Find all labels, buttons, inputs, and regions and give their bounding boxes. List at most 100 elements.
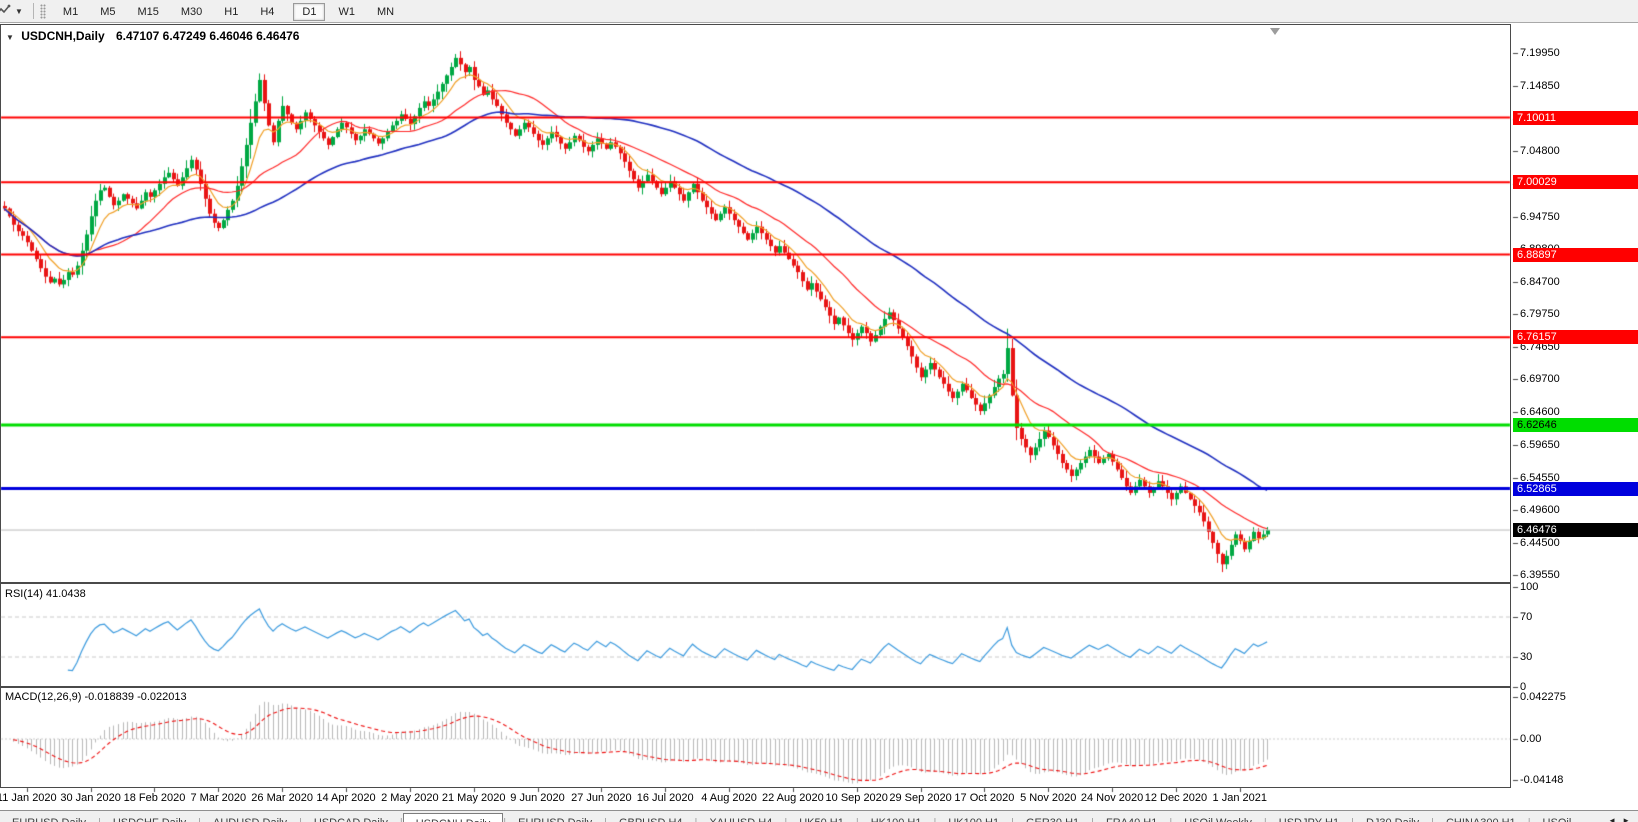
date-label: 16 Jul 2020 [636, 792, 694, 804]
price-tick-label: 6.94750 [1520, 210, 1560, 223]
chart-line-tool-icon[interactable] [0, 3, 13, 19]
timeframe-button-M15[interactable]: M15 [137, 6, 159, 18]
chart-tab-usoil[interactable]: USOil [1531, 813, 1584, 822]
chart-tab-usdcnh-daily[interactable]: USDCNH Daily [402, 813, 504, 822]
chart-tab-usoil-weekly[interactable]: USOil Weekly [1172, 813, 1264, 822]
tab-separator: | [784, 813, 787, 822]
toolbar-grip-handle[interactable] [39, 3, 46, 19]
timeframe-button-M30[interactable]: M30 [180, 6, 203, 18]
tab-separator: | [856, 813, 859, 822]
price-level-badge: 7.00029 [1513, 175, 1638, 190]
chart-tab-audusd-daily[interactable]: AUDUSD Daily [201, 813, 299, 822]
date-label: 21 May 2020 [441, 792, 506, 804]
macd-tick-label: 0.00 [1520, 733, 1542, 745]
timeframe-button-M1[interactable]: M1 [62, 6, 79, 18]
price-tick-label: 7.14850 [1520, 80, 1560, 93]
date-label: 30 Jan 2020 [60, 792, 121, 804]
rsi-tick-label: 0 [1520, 681, 1527, 693]
date-label: 24 Nov 2020 [1080, 792, 1144, 804]
tab-scroll-right-icon[interactable]: ► [1622, 816, 1630, 822]
chart-title-line: ▼ USDCNH,Daily 6.47107 6.47249 6.46046 6… [6, 29, 299, 43]
timeframe-button-W1[interactable]: W1 [338, 6, 355, 18]
date-label: 29 Sep 2020 [889, 792, 952, 804]
chart-tab-hk100-h1[interactable]: HK100 H1 [859, 813, 934, 822]
price-tick-label: 6.79750 [1520, 308, 1560, 320]
chart-tab-bar: EURUSD Daily|USDCHF Daily|AUDUSD Daily|U… [0, 810, 1638, 822]
tab-separator: | [1011, 813, 1014, 822]
tab-separator: | [98, 813, 101, 822]
chart-tab-usdjpy-h1[interactable]: USDJPY H1 [1267, 813, 1351, 822]
price-level-badge: 6.88897 [1513, 247, 1638, 262]
tab-scroll-left-icon[interactable]: ◄ [1608, 816, 1617, 822]
date-label: 7 Mar 2020 [190, 792, 247, 804]
timeframe-button-M5[interactable]: M5 [100, 6, 116, 18]
chart-tab-gbpusd-h4[interactable]: GBPUSD H4 [607, 813, 695, 822]
chart-tab-xauusd-h4[interactable]: XAUUSD H4 [697, 813, 784, 822]
rsi-indicator-label: RSI(14) 41.0438 [5, 588, 86, 600]
macd-tick-label: -0.04148 [1520, 773, 1564, 786]
tab-separator: | [1264, 813, 1267, 822]
tab-separator: | [299, 813, 302, 822]
price-level-badge: 6.52865 [1513, 481, 1638, 496]
chart-tab-usdcad-daily[interactable]: USDCAD Daily [302, 813, 400, 822]
chart-tab-dj30-daily[interactable]: DJ30 Daily [1354, 813, 1431, 822]
price-tick-label: 6.39550 [1520, 569, 1560, 581]
date-label: 5 Nov 2020 [1020, 792, 1077, 804]
date-label: 12 Dec 2020 [1144, 792, 1208, 804]
date-label: 17 Oct 2020 [954, 792, 1015, 804]
chart-shift-marker-icon[interactable] [1270, 28, 1280, 35]
price-tick-label: 6.84700 [1520, 275, 1560, 288]
tab-separator: | [1091, 813, 1094, 822]
chart-symbol: USDCNH,Daily [21, 29, 105, 43]
date-label: 22 Aug 2020 [761, 792, 824, 804]
price-tick-label: 7.04800 [1520, 145, 1560, 158]
timeframe-button-D1[interactable]: D1 [293, 3, 326, 21]
macd-indicator-label: MACD(12,26,9) -0.018839 -0.022013 [5, 691, 187, 703]
chart-tab-china300-h1[interactable]: CHINA300 H1 [1434, 813, 1528, 822]
date-label: 10 Sep 2020 [825, 792, 888, 804]
date-label: 9 Jun 2020 [510, 792, 565, 804]
price-tick-label: 6.59650 [1520, 438, 1560, 451]
tab-scroll-controls: ◄ ► [1604, 811, 1638, 822]
chart-tab-fra40-h1[interactable]: FRA40 H1 [1094, 813, 1169, 822]
date-label: 14 Apr 2020 [316, 792, 376, 804]
rsi-tick-label: 30 [1520, 651, 1533, 663]
collapse-icon[interactable]: ▼ [6, 33, 14, 42]
price-level-badge: 6.46476 [1513, 523, 1638, 538]
tab-separator: | [1169, 813, 1172, 822]
rsi-tick-label: 100 [1520, 581, 1539, 593]
price-level-badge: 6.62646 [1513, 418, 1638, 433]
price-tick-label: 7.19950 [1520, 47, 1560, 59]
price-tick-label: 6.54550 [1520, 471, 1560, 484]
tab-separator: | [933, 813, 936, 822]
chart-tab-eurusd-daily[interactable]: EURUSD Daily [0, 813, 98, 822]
chart-tab-usdchf-daily[interactable]: USDCHF Daily [101, 813, 198, 822]
timeframe-button-H1[interactable]: H1 [224, 6, 239, 18]
tab-separator: | [1528, 813, 1531, 822]
tab-separator: | [1351, 813, 1354, 822]
price-level-badge: 6.76157 [1513, 330, 1638, 345]
date-label: 27 Jun 2020 [571, 792, 632, 804]
macd-tick-label: 0.042275 [1520, 691, 1566, 704]
price-tick-label: 6.44500 [1520, 536, 1560, 549]
price-tick-label: 6.69700 [1520, 373, 1560, 386]
tab-separator: | [503, 813, 506, 822]
price-tick-label: 6.64600 [1520, 406, 1560, 419]
chart-tab-eurusd-daily[interactable]: EURUSD Daily [506, 813, 604, 822]
chart-tab-row: EURUSD Daily|USDCHF Daily|AUDUSD Daily|U… [0, 811, 1604, 822]
timeframe-bar: M1 M5 M15 M30 H1 H4 D1 W1 MN [52, 2, 405, 21]
tab-separator: | [604, 813, 607, 822]
tab-separator: | [1431, 813, 1434, 822]
timeframe-button-MN[interactable]: MN [376, 6, 395, 18]
chart-tab-ger30-h1[interactable]: GER30 H1 [1014, 813, 1091, 822]
chart-tab-uk100-h1[interactable]: UK100 H1 [936, 813, 1011, 822]
tab-separator: | [695, 813, 698, 822]
dropdown-caret-icon[interactable]: ▼ [15, 6, 23, 16]
toolbar: ▼ M1 M5 M15 M30 H1 H4 D1 W1 MN [0, 0, 1638, 23]
date-label: 11 Jan 2020 [0, 792, 57, 804]
timeframe-button-H4[interactable]: H4 [260, 6, 275, 18]
chart-tab-uk50-h1[interactable]: UK50 H1 [787, 813, 856, 822]
rsi-tick-label: 70 [1520, 611, 1533, 623]
